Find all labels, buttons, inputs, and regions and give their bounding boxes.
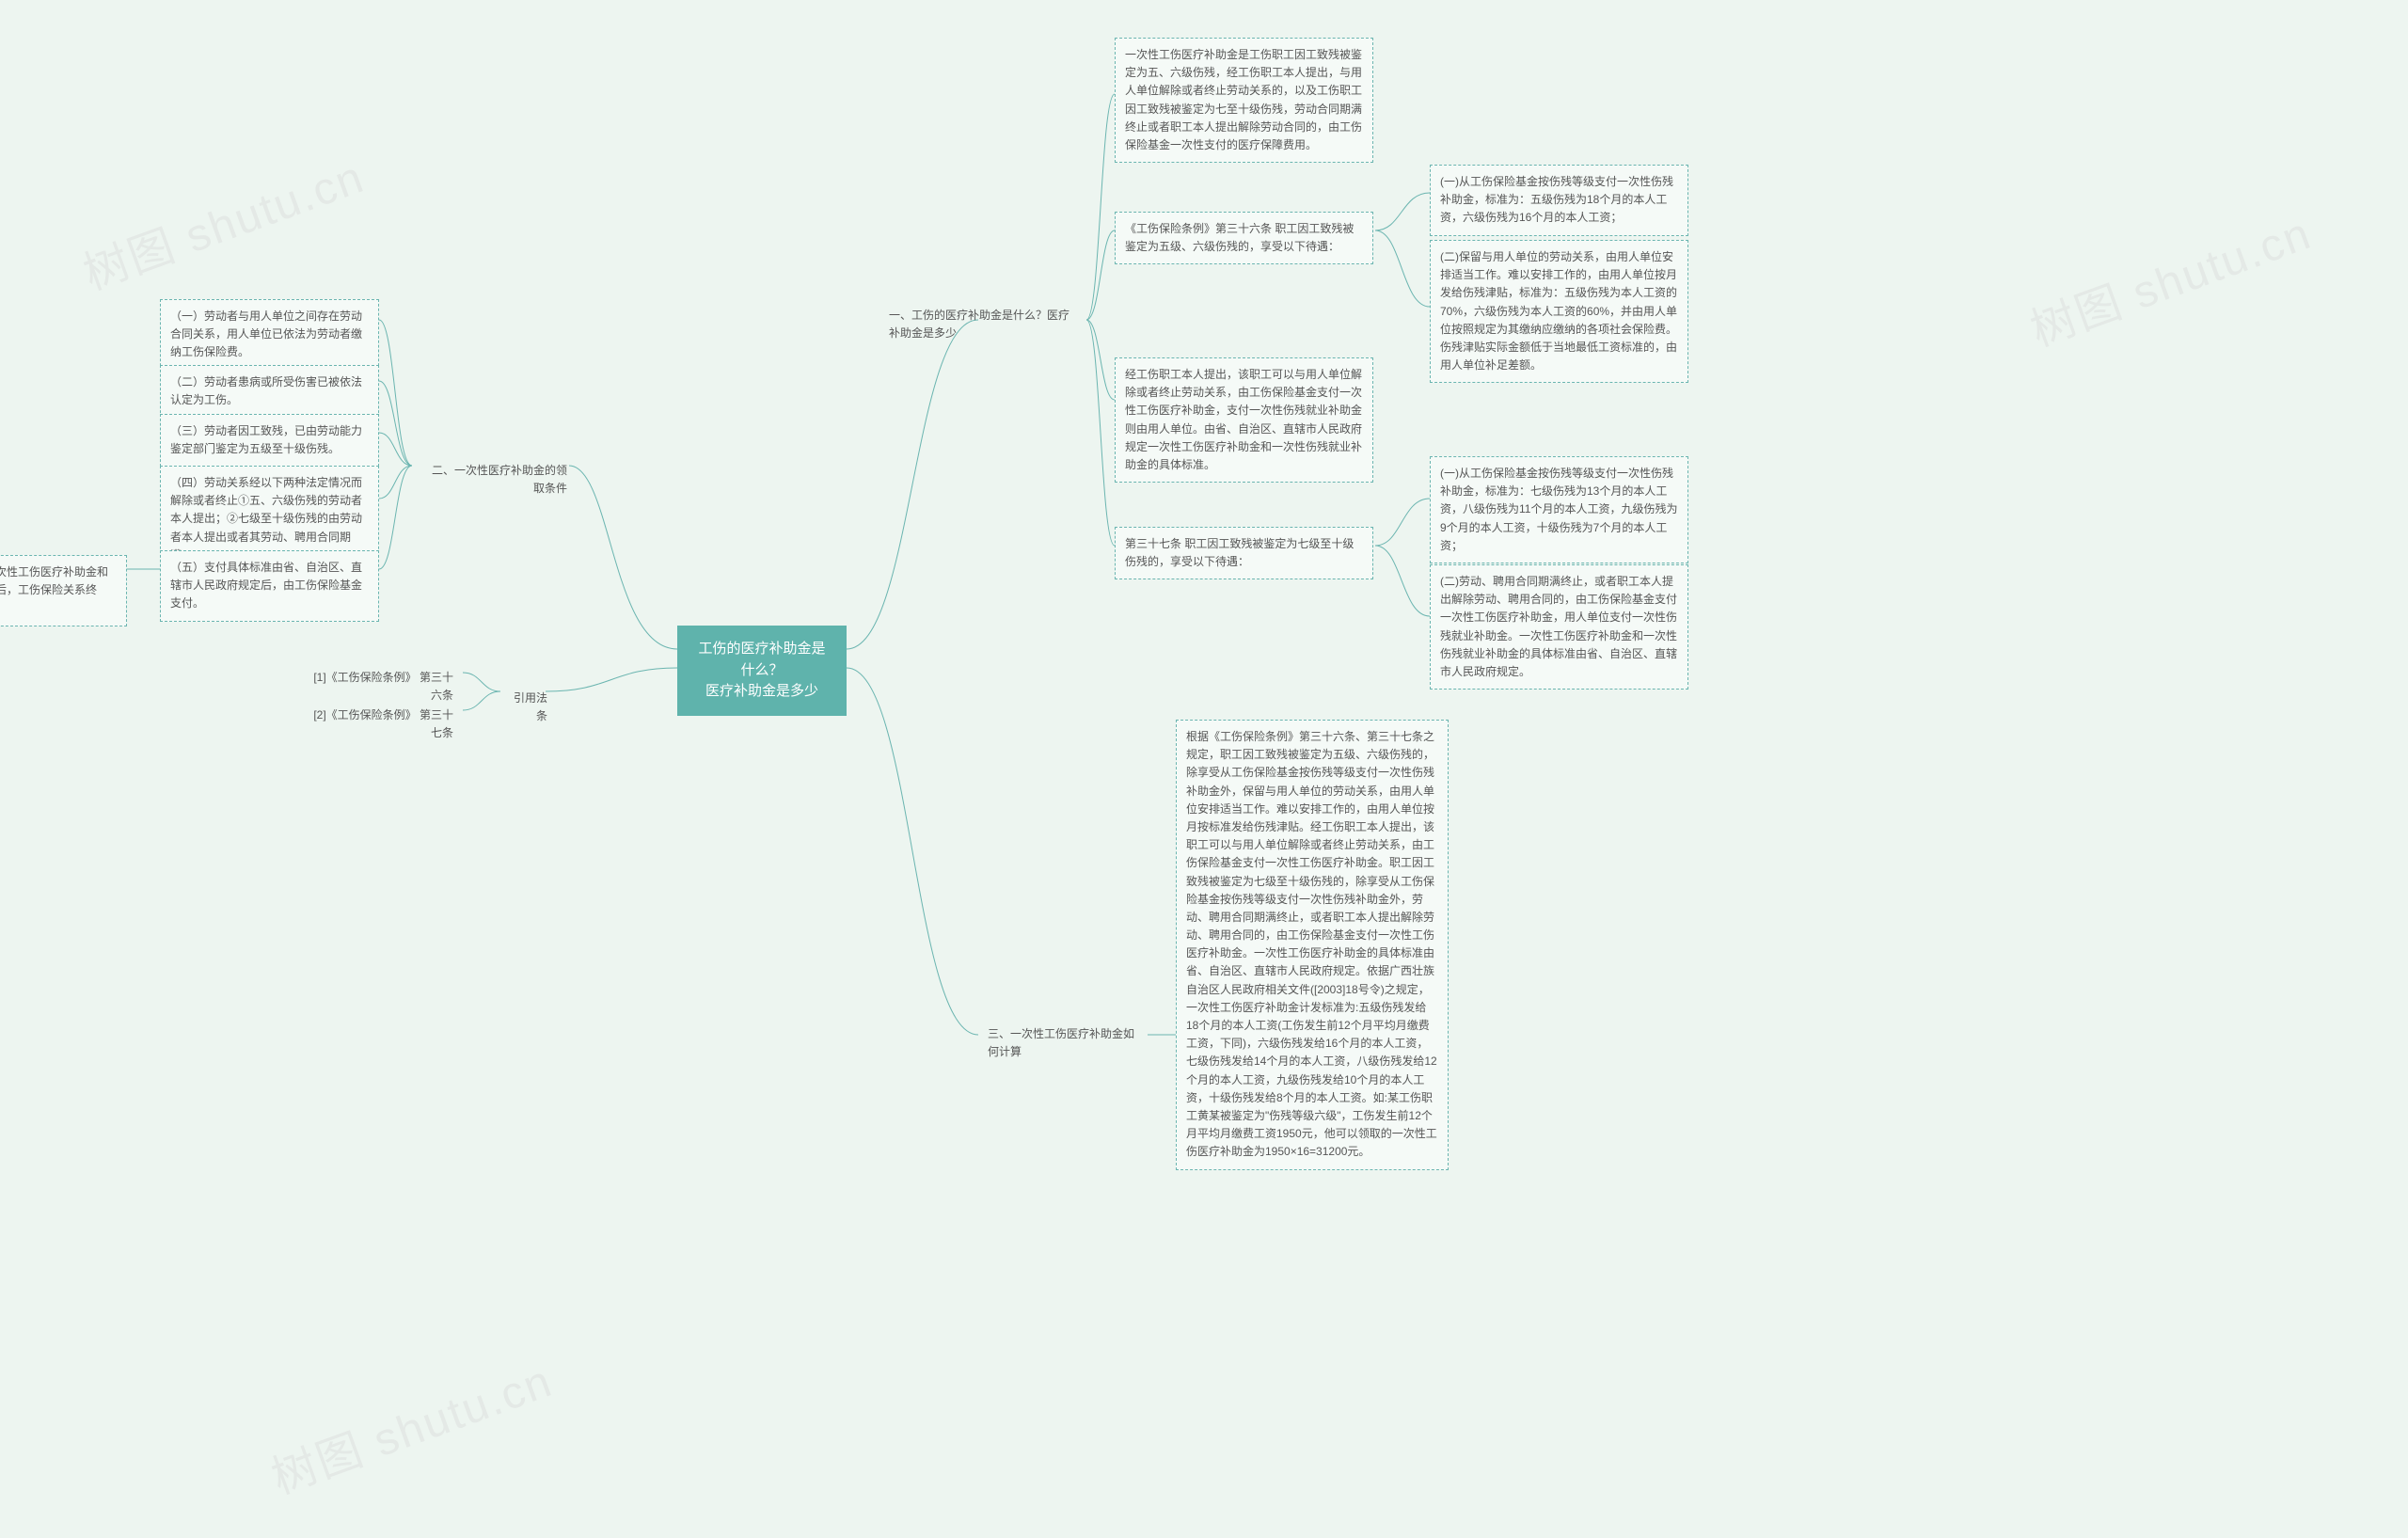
node-text: 工伤职工领取一次性工伤医疗补助金和伤残就业补助金后，工伤保险关系终止。 [0,565,108,614]
node-text: 《工伤保险条例》第三十六条 职工因工致残被鉴定为五级、六级伤残的，享受以下待遇： [1125,222,1354,253]
branch-3-child-0: 根据《工伤保险条例》第三十六条、第三十七条之规定，职工因工致残被鉴定为五级、六级… [1176,720,1449,1170]
node-text: [1]《工伤保险条例》 第三十六条 [313,671,453,702]
watermark: 树图 shutu.cn [261,1344,560,1507]
branch-2-child-1: （二）劳动者患病或所受伤害已被依法认定为工伤。 [160,365,379,418]
branch-label-text: 三、一次性工伤医疗补助金如何计算 [988,1027,1134,1058]
branch-1-child-1-sub-1: (二)保留与用人单位的劳动关系，由用人单位安排适当工作。难以安排工作的，由用人单… [1430,240,1688,383]
branch-label-text: 二、一次性医疗补助金的领取条件 [432,464,567,495]
node-text: (二)保留与用人单位的劳动关系，由用人单位安排适当工作。难以安排工作的，由用人单… [1440,250,1677,372]
branch-1-child-3-sub-1: (二)劳动、聘用合同期满终止，或者职工本人提出解除劳动、聘用合同的，由工伤保险基… [1430,564,1688,690]
node-text: [2]《工伤保险条例》 第三十七条 [313,708,453,739]
branch-1-child-0: 一次性工伤医疗补助金是工伤职工因工致残被鉴定为五、六级伤残，经工伤职工本人提出，… [1115,38,1373,163]
branch-1-child-1-sub-0: (一)从工伤保险基金按伤残等级支付一次性伤残补助金，标准为：五级伤残为18个月的… [1430,165,1688,236]
node-text: （四）劳动关系经以下两种法定情况而解除或者终止①五、六级伤残的劳动者本人提出；②… [170,476,362,562]
watermark: 树图 shutu.cn [2020,197,2319,359]
branch-1-child-1: 《工伤保险条例》第三十六条 职工因工致残被鉴定为五级、六级伤残的，享受以下待遇： [1115,212,1373,264]
root-node: 工伤的医疗补助金是什么？医疗补助金是多少 [677,626,847,716]
branch-2-label: 二、一次性医疗补助金的领取条件 [412,454,577,505]
branch-1-child-2: 经工伤职工本人提出，该职工可以与用人单位解除或者终止劳动关系，由工伤保险基金支付… [1115,357,1373,483]
branch-2-child-4: （五）支付具体标准由省、自治区、直辖市人民政府规定后，由工伤保险基金支付。 [160,550,379,622]
node-text: (一)从工伤保险基金按伤残等级支付一次性伤残补助金，标准为：七级伤残为13个月的… [1440,467,1677,552]
branch-label-text: 引用法条 [514,691,547,722]
branch-1-child-3-sub-0: (一)从工伤保险基金按伤残等级支付一次性伤残补助金，标准为：七级伤残为13个月的… [1430,456,1688,563]
node-text: 根据《工伤保险条例》第三十六条、第三十七条之规定，职工因工致残被鉴定为五级、六级… [1186,730,1437,1158]
node-text: 经工伤职工本人提出，该职工可以与用人单位解除或者终止劳动关系，由工伤保险基金支付… [1125,368,1362,471]
branch-2-child-2: （三）劳动者因工致残，已由劳动能力鉴定部门鉴定为五级至十级伤残。 [160,414,379,467]
branch-ref-child-1: [2]《工伤保险条例》 第三十七条 [301,699,463,750]
node-text: （三）劳动者因工致残，已由劳动能力鉴定部门鉴定为五级至十级伤残。 [170,424,362,455]
root-text: 工伤的医疗补助金是什么？医疗补助金是多少 [698,641,825,699]
node-text: （二）劳动者患病或所受伤害已被依法认定为工伤。 [170,375,362,406]
node-text: 一次性工伤医疗补助金是工伤职工因工致残被鉴定为五、六级伤残，经工伤职工本人提出，… [1125,48,1362,151]
watermark: 树图 shutu.cn [72,140,372,303]
branch-3-label: 三、一次性工伤医疗补助金如何计算 [978,1018,1148,1069]
branch-2-child-0: （一）劳动者与用人单位之间存在劳动合同关系，用人单位已依法为劳动者缴纳工伤保险费… [160,299,379,371]
branch-1-child-3: 第三十七条 职工因工致残被鉴定为七级至十级伤残的，享受以下待遇： [1115,527,1373,579]
branch-2-child-4-sub: 工伤职工领取一次性工伤医疗补助金和伤残就业补助金后，工伤保险关系终止。 [0,555,127,626]
node-text: (二)劳动、聘用合同期满终止，或者职工本人提出解除劳动、聘用合同的，由工伤保险基… [1440,575,1677,678]
node-text: （五）支付具体标准由省、自治区、直辖市人民政府规定后，由工伤保险基金支付。 [170,561,362,610]
branch-label-text: 一、工伤的医疗补助金是什么？医疗补助金是多少 [889,309,1069,340]
node-text: （一）劳动者与用人单位之间存在劳动合同关系，用人单位已依法为劳动者缴纳工伤保险费… [170,309,362,358]
node-text: (一)从工伤保险基金按伤残等级支付一次性伤残补助金，标准为：五级伤残为18个月的… [1440,175,1673,224]
branch-1-label: 一、工伤的医疗补助金是什么？医疗补助金是多少 [879,299,1086,350]
node-text: 第三十七条 职工因工致残被鉴定为七级至十级伤残的，享受以下待遇： [1125,537,1354,568]
branch-ref-label: 引用法条 [500,682,557,733]
